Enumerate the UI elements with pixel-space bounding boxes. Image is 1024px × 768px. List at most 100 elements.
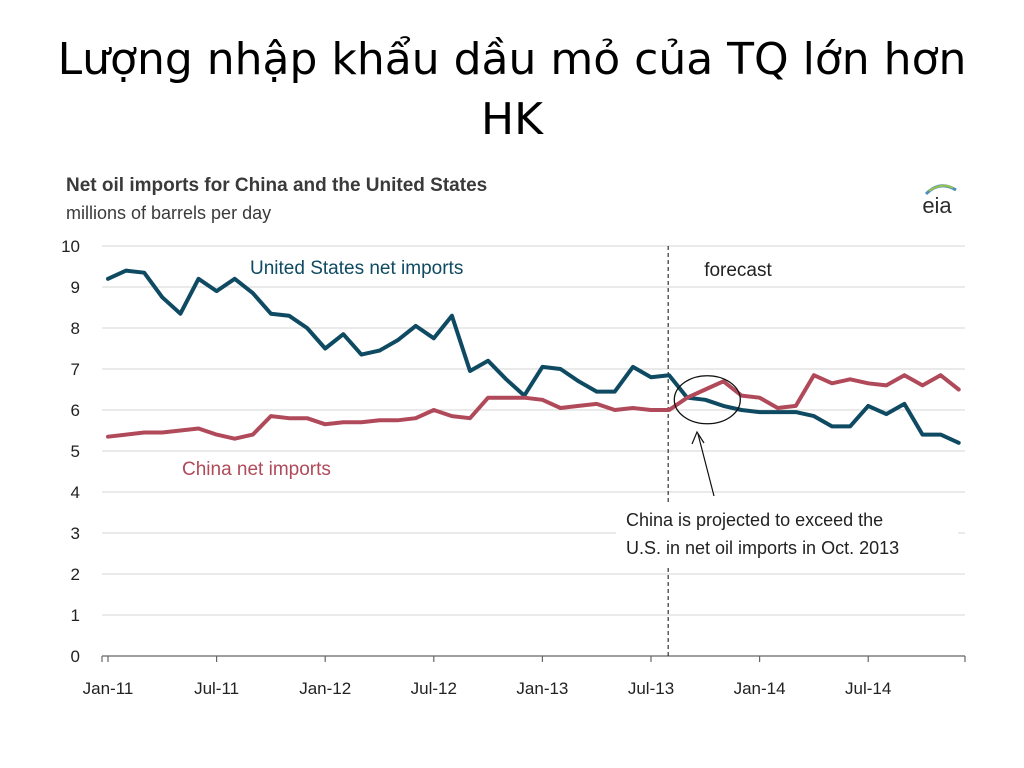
data-point-china [884, 383, 888, 387]
data-point-china [106, 435, 110, 439]
data-point-us [794, 410, 798, 414]
data-point-china [703, 387, 707, 392]
data-point-us [703, 398, 707, 402]
svg-text:eia: eia [922, 193, 952, 218]
data-point-china [848, 377, 852, 381]
data-point-us [269, 312, 273, 316]
data-point-china [685, 396, 689, 400]
data-point-us [667, 373, 671, 377]
y-tick-label: 5 [71, 442, 80, 461]
data-point-china [558, 406, 563, 410]
data-point-us [106, 277, 110, 281]
data-point-china [739, 394, 744, 398]
forecast-marker: forecast [667, 246, 773, 656]
data-point-us [305, 326, 309, 330]
data-point-us [613, 389, 617, 394]
data-point-china [377, 418, 382, 422]
data-point-us [758, 410, 762, 414]
data-point-us [848, 424, 852, 428]
data-point-us [396, 338, 400, 342]
data-point-china [396, 418, 400, 422]
data-point-china [631, 406, 635, 410]
data-point-us [178, 312, 182, 316]
data-point-china [359, 420, 363, 424]
data-point-china [866, 381, 870, 385]
data-point-us [631, 365, 635, 369]
data-point-us [957, 441, 961, 445]
data-point-china [287, 416, 291, 420]
data-point-china [305, 416, 309, 420]
annotation-arrow [697, 433, 715, 497]
data-point-china [776, 406, 780, 410]
data-point-us [215, 289, 219, 293]
data-point-china [595, 402, 599, 406]
data-point-us [323, 346, 327, 351]
x-tick-label: Jan-12 [299, 679, 351, 698]
x-tick-label: Jan-14 [734, 679, 786, 698]
data-point-china [450, 414, 454, 418]
data-point-us [233, 277, 237, 281]
annotation-text-line: China is projected to exceed the [626, 510, 883, 530]
annotation-text-line: U.S. in net oil imports in Oct. 2013 [626, 538, 899, 558]
y-tick-label: 6 [71, 401, 80, 420]
chart-subtitle: millions of barrels per day [66, 203, 271, 223]
data-point-us [866, 404, 870, 408]
axes: 0 1 2 3 4 5 6 7 8 9 10 Jan-11 Jul-11 Jan-12 Jul-12 Jan-… [61, 237, 966, 698]
data-point-us [450, 314, 454, 318]
data-point-china [649, 408, 653, 412]
data-point-us [468, 369, 472, 373]
x-tick-label: Jul-13 [628, 679, 674, 698]
data-point-china [142, 430, 146, 435]
data-point-us [812, 414, 816, 418]
grid [102, 245, 965, 616]
data-point-china [432, 408, 436, 412]
x-tick-label: Jul-14 [845, 679, 891, 698]
data-point-us [504, 377, 508, 381]
data-point-china [920, 383, 925, 387]
y-tick-label: 2 [71, 565, 80, 584]
data-point-china [124, 433, 128, 437]
data-point-us [830, 424, 834, 428]
data-point-us [540, 365, 545, 369]
data-point-us [776, 410, 780, 414]
series-line-china [106, 373, 961, 441]
data-point-china [902, 373, 907, 377]
data-point-china [721, 379, 726, 383]
data-point-china [215, 433, 219, 437]
eia-logo: eia [922, 184, 957, 218]
y-tick-label: 7 [71, 360, 80, 379]
data-point-china [957, 387, 961, 392]
data-point-us [251, 291, 255, 295]
data-point-china [540, 398, 545, 402]
y-tick-label: 8 [71, 319, 80, 338]
data-point-us [558, 367, 563, 371]
series-label-china: China net imports [182, 459, 331, 480]
data-point-china [939, 373, 943, 377]
data-point-us [595, 389, 599, 394]
data-point-us [359, 353, 363, 357]
series-label-united-states: United States net imports [250, 258, 463, 279]
data-point-china [178, 428, 182, 433]
y-tick-label: 9 [71, 278, 80, 297]
data-point-china [160, 430, 164, 435]
data-point-china [341, 420, 345, 424]
chart-title: Net oil imports for China and the United… [66, 175, 487, 196]
data-point-china [577, 404, 581, 408]
data-point-china [323, 422, 327, 426]
data-point-us [739, 408, 744, 412]
data-point-china [251, 433, 255, 437]
y-tick-label: 0 [71, 647, 80, 666]
crossover-circle [673, 375, 741, 425]
series-line-united-states [106, 268, 961, 445]
data-point-china [758, 396, 762, 400]
x-tick-label: Jan-13 [516, 679, 568, 698]
data-point-us [721, 404, 726, 408]
data-point-china [667, 408, 671, 412]
x-tick-label: Jan-11 [83, 679, 134, 698]
series-lines: United States net imports China net impor… [106, 258, 961, 480]
data-point-us [377, 348, 382, 353]
data-point-us [142, 271, 146, 275]
data-point-china [486, 396, 490, 400]
data-point-china [613, 408, 617, 412]
